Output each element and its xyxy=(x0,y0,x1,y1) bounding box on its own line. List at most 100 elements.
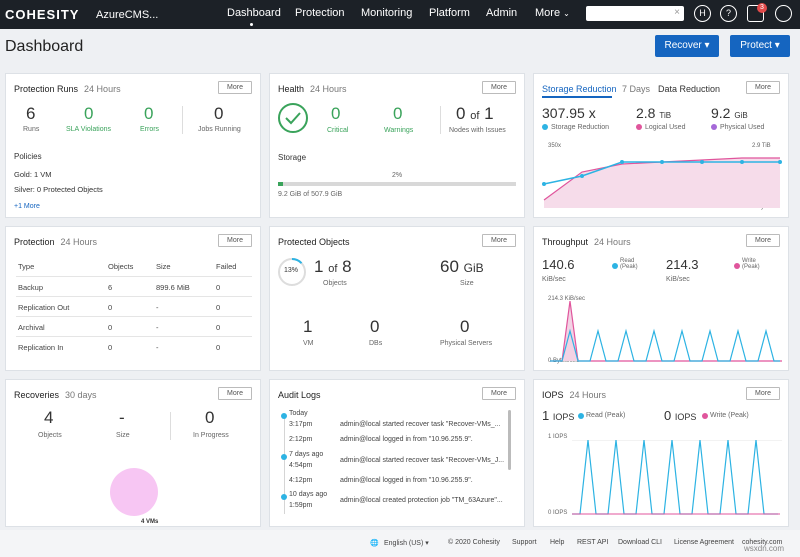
errors-count: 0 xyxy=(144,104,154,123)
more-button[interactable]: More xyxy=(482,234,516,247)
card-title: Audit Logs xyxy=(278,390,321,400)
cyan-dot-icon xyxy=(578,413,584,419)
storage-reduction-card: Storage Reduction 7 Days Data Reduction … xyxy=(533,73,789,218)
card-title: IOPS 24 Hours xyxy=(542,390,606,400)
helios-icon[interactable]: H xyxy=(694,5,711,22)
write-peak-unit: KiB/sec xyxy=(666,276,690,283)
nodes-with-issues-count: 0 of 1 xyxy=(456,104,494,124)
alerts-bell-icon[interactable] xyxy=(747,5,764,22)
card-period: 24 Hours xyxy=(569,390,607,400)
cluster-selector[interactable]: AzureCMS... xyxy=(96,9,159,21)
read-peak-unit: KiB/sec xyxy=(542,276,566,283)
write-peak-value: 214.3 xyxy=(666,257,699,272)
license-link[interactable]: License Agreement xyxy=(674,539,734,546)
log-text[interactable]: admin@local logged in from "10.96.255.9"… xyxy=(340,477,473,484)
copyright: © 2020 Cohesity xyxy=(448,539,500,546)
nav-platform[interactable]: Platform xyxy=(429,7,470,19)
data-point xyxy=(740,160,744,164)
read-line xyxy=(550,328,780,362)
dbs-label: DBs xyxy=(369,340,383,347)
protected-objects-count: 1 xyxy=(314,257,324,276)
clear-search-icon[interactable]: × xyxy=(674,7,680,18)
recover-button-label: Recover xyxy=(664,40,702,51)
size-value: 60 GiB xyxy=(440,257,484,277)
log-text[interactable]: admin@local started recover task "Recove… xyxy=(340,421,501,428)
table-cell: 6 xyxy=(108,283,113,292)
card-title-text: Recoveries xyxy=(14,390,60,400)
more-button[interactable]: More xyxy=(218,387,252,400)
search-input[interactable]: × xyxy=(586,6,684,21)
recover-button[interactable]: Recover ▾ xyxy=(655,35,719,57)
log-text[interactable]: admin@local created protection job "TM_6… xyxy=(340,497,503,504)
policy-gold: Gold: 1 VM xyxy=(14,170,52,179)
tab-data-reduction[interactable]: Data Reduction xyxy=(658,84,721,94)
nav-more[interactable]: More ⌄ xyxy=(535,7,570,19)
cohesity-site-link[interactable]: cohesity.com xyxy=(742,539,783,546)
table-cell: Backup xyxy=(18,283,44,292)
nav-admin[interactable]: Admin xyxy=(486,7,518,19)
more-button[interactable]: More xyxy=(482,81,516,94)
warnings-count: 0 xyxy=(393,104,403,123)
more-button[interactable]: More xyxy=(746,81,780,94)
health-card: Health 24 Hours More 0 Critical 0 Warning… xyxy=(269,73,525,218)
protect-button[interactable]: Protect ▾ xyxy=(730,35,790,57)
support-link[interactable]: Support xyxy=(512,539,537,546)
card-period: 24 Hours xyxy=(594,237,631,247)
timeline-dot-icon xyxy=(281,413,287,419)
recoveries-pie-chart xyxy=(110,468,158,516)
download-cli-link[interactable]: Download CLI xyxy=(618,539,662,546)
more-button[interactable]: More xyxy=(218,234,252,247)
card-title: Recoveries 30 days xyxy=(14,390,97,400)
alerts-count-badge: 3 xyxy=(757,3,767,13)
table-cell: Replication Out xyxy=(18,303,70,312)
total-objects: 8 xyxy=(342,257,352,276)
iops-card: IOPS 24 Hours More 1 IOPS Read (Peak) 0 I… xyxy=(533,379,789,527)
healthy-check-icon xyxy=(278,103,308,133)
more-button[interactable]: More xyxy=(482,387,516,400)
table-cell: 0 xyxy=(108,343,113,352)
recovered-size-value: - xyxy=(119,408,125,427)
card-title-text: IOPS xyxy=(542,390,564,400)
period-selector[interactable]: 7 Days xyxy=(622,84,651,94)
scrollbar-thumb[interactable] xyxy=(508,410,511,470)
cohesity-logo[interactable]: COHESITY xyxy=(5,7,80,22)
vm-label: VM xyxy=(303,340,314,347)
nav-dashboard[interactable]: Dashboard xyxy=(227,7,281,19)
log-text[interactable]: admin@local started recover task "Recove… xyxy=(340,457,505,464)
physical-used-unit: GiB xyxy=(734,111,748,120)
top-nav-bar: COHESITY AzureCMS... Dashboard Protectio… xyxy=(0,0,800,29)
column-header: Failed xyxy=(216,262,237,271)
log-day: 7 days ago xyxy=(289,451,324,458)
tab-storage-reduction[interactable]: Storage Reduction xyxy=(542,84,617,94)
language-selector[interactable]: English (US) ▾ xyxy=(384,540,429,547)
more-button[interactable]: More xyxy=(218,81,252,94)
table-cell: - xyxy=(156,323,159,332)
log-time: 2:12pm xyxy=(289,436,313,443)
caret-down-icon: ▾ xyxy=(774,40,780,51)
sla-violations-label: SLA Violations xyxy=(66,126,112,133)
card-period: 30 days xyxy=(65,390,97,400)
card-period: 24 Hours xyxy=(84,84,121,94)
throughput-card: Throughput 24 Hours More 140.6 KiB/sec Re… xyxy=(533,226,789,371)
more-policies-link[interactable]: +1 More xyxy=(14,203,40,210)
log-text[interactable]: admin@local logged in from "10.96.255.9"… xyxy=(340,436,473,443)
rest-api-link[interactable]: REST API xyxy=(577,539,609,546)
more-button[interactable]: More xyxy=(746,387,780,400)
help-link[interactable]: Help xyxy=(550,539,565,546)
nav-protection[interactable]: Protection xyxy=(295,7,345,19)
y-axis-top: 350x xyxy=(548,143,562,149)
table-row: Archival 0 - 0 xyxy=(16,317,252,337)
nav-monitoring[interactable]: Monitoring xyxy=(361,7,413,19)
write-iops-label: Write (Peak) xyxy=(710,412,749,419)
physical-servers-count: 0 xyxy=(460,317,470,336)
language-label: English (US) xyxy=(384,540,424,547)
protected-objects-card: Protected Objects More 13% 1 of 8 Object… xyxy=(269,226,525,371)
log-time: 1:59pm xyxy=(289,502,313,509)
user-account-icon[interactable] xyxy=(775,5,792,22)
write-iops-unit: IOPS xyxy=(674,412,697,422)
help-icon[interactable]: ? xyxy=(720,5,737,22)
runs-label: Runs xyxy=(23,126,40,133)
audit-logs-card: Audit Logs More Today 3:17pm admin@local… xyxy=(269,379,525,527)
cyan-dot-icon xyxy=(542,124,548,131)
more-button[interactable]: More xyxy=(746,234,780,247)
